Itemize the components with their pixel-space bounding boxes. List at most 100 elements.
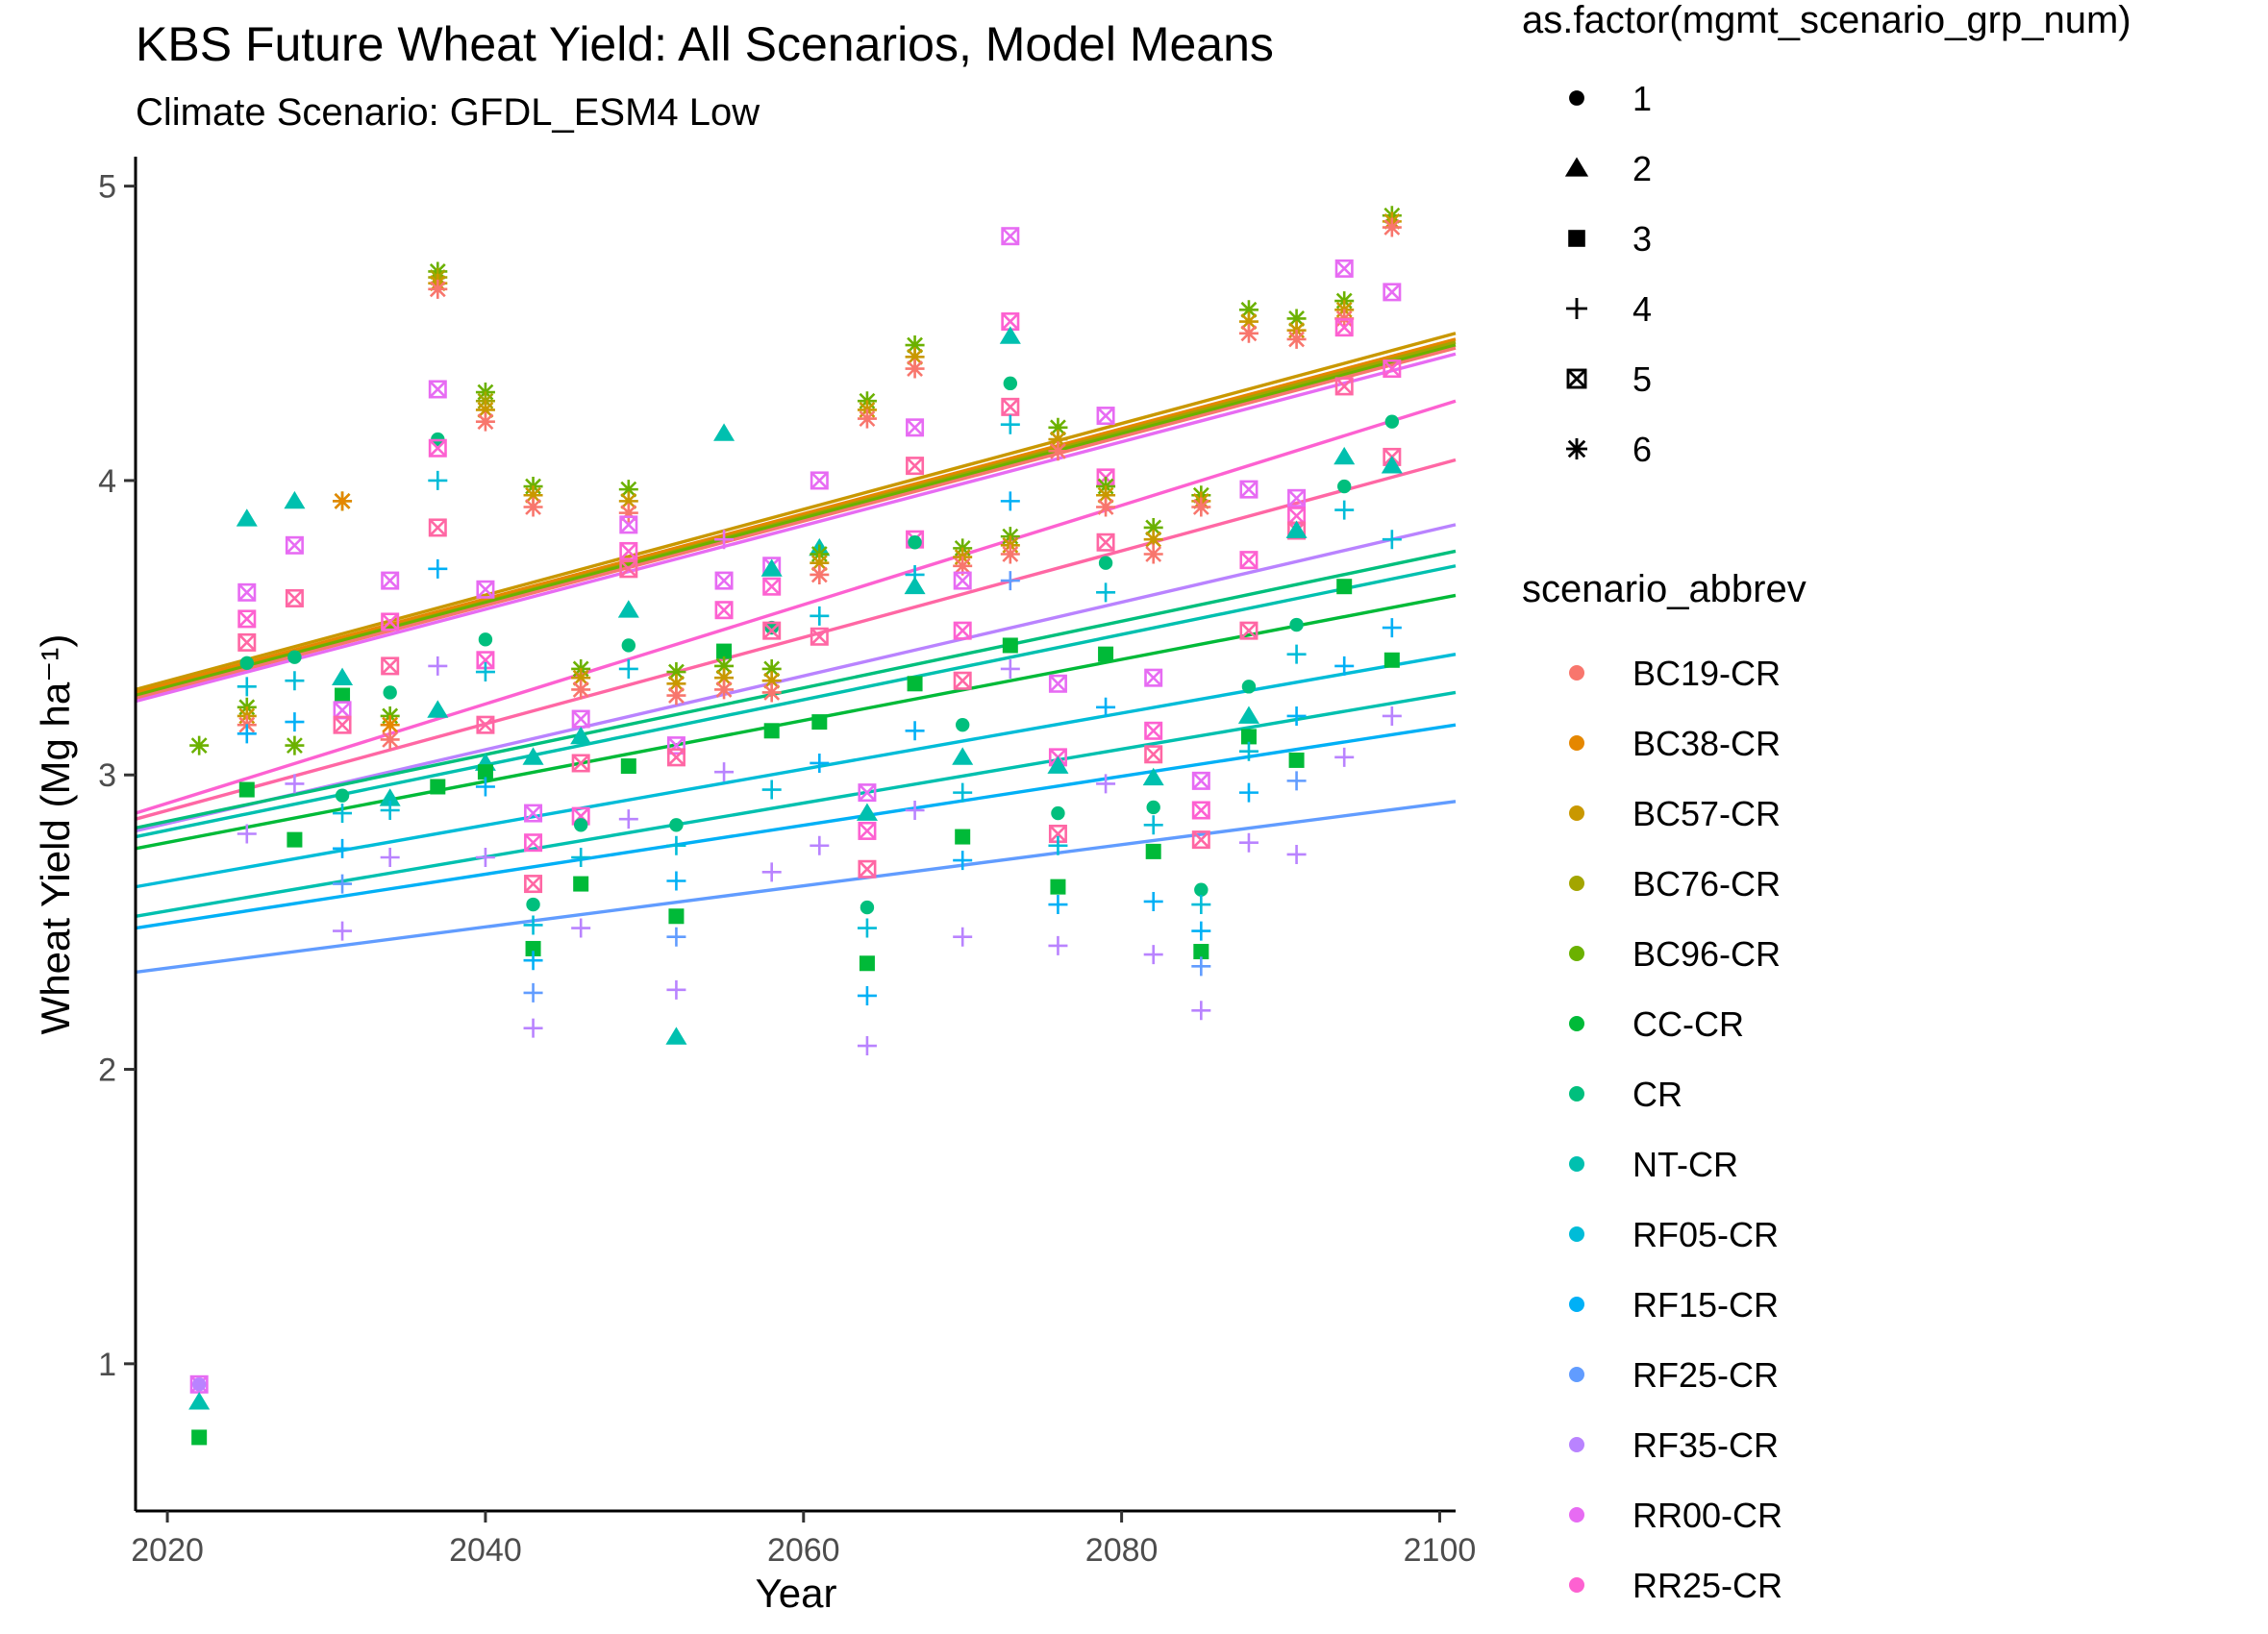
data-point xyxy=(762,621,782,640)
data-point xyxy=(236,508,258,527)
data-point xyxy=(285,588,304,607)
data-point xyxy=(905,359,925,379)
color-legend-key xyxy=(1569,1086,1584,1102)
data-point xyxy=(381,656,400,676)
data-point xyxy=(811,714,828,730)
data-point xyxy=(1143,815,1163,835)
data-point xyxy=(1337,479,1352,494)
data-point xyxy=(1098,556,1113,570)
data-point xyxy=(1241,680,1257,694)
data-point xyxy=(1096,497,1116,517)
data-point xyxy=(1382,706,1402,726)
data-point xyxy=(1096,407,1115,426)
data-point xyxy=(1096,485,1116,506)
shape-legend-key xyxy=(1566,368,1587,389)
data-point xyxy=(953,621,972,640)
color-legend-key xyxy=(1569,1507,1584,1523)
shape-legend-label: 6 xyxy=(1632,430,1652,469)
data-point xyxy=(475,400,495,420)
chart-title: KBS Future Wheat Yield: All Scenarios, M… xyxy=(136,17,1274,71)
data-point xyxy=(285,774,305,794)
data-point xyxy=(1000,491,1020,511)
trend-line xyxy=(135,549,1457,830)
data-point xyxy=(1050,879,1066,895)
data-point xyxy=(713,423,735,441)
trend-line xyxy=(135,343,1457,698)
color-legend-key xyxy=(1569,1016,1584,1031)
data-point xyxy=(237,724,257,744)
data-point xyxy=(1193,944,1209,960)
data-point xyxy=(1384,414,1400,429)
color-legend-key xyxy=(1569,665,1584,681)
shape-legend: 1 2 3 4 5 6 xyxy=(1564,79,1652,469)
data-point xyxy=(380,715,400,735)
data-point xyxy=(857,1036,877,1056)
data-point xyxy=(1191,801,1210,820)
data-point xyxy=(571,848,591,868)
data-point xyxy=(714,668,735,688)
data-point xyxy=(475,662,495,682)
data-point xyxy=(333,874,353,894)
data-point xyxy=(1238,300,1259,320)
color-legend-key xyxy=(1569,1437,1584,1452)
data-point xyxy=(1048,895,1068,915)
data-points xyxy=(188,206,1403,1446)
data-point xyxy=(428,518,447,537)
color-legend-label: RF25-CR xyxy=(1632,1355,1779,1395)
x-tick-label: 2060 xyxy=(767,1532,840,1569)
data-point xyxy=(476,580,495,599)
data-point xyxy=(476,715,495,734)
shape-legend-label: 1 xyxy=(1632,79,1652,118)
y-tick-label: 1 xyxy=(98,1347,116,1383)
data-point xyxy=(523,497,543,517)
data-point xyxy=(1191,956,1211,977)
data-point xyxy=(285,671,305,691)
data-point xyxy=(714,601,734,620)
data-point xyxy=(475,777,495,797)
data-point xyxy=(1239,621,1259,640)
data-point xyxy=(810,606,830,626)
data-point xyxy=(716,643,733,659)
trend-line xyxy=(135,800,1457,975)
data-point xyxy=(618,503,638,523)
color-legend-key xyxy=(1569,1156,1584,1172)
color-legend-label: CR xyxy=(1632,1075,1682,1114)
data-point xyxy=(619,515,638,534)
data-point xyxy=(237,824,257,844)
data-point xyxy=(619,541,638,560)
data-point xyxy=(335,788,350,803)
data-point xyxy=(1142,767,1164,786)
data-point xyxy=(858,859,877,879)
color-legend-label: RF35-CR xyxy=(1632,1425,1779,1465)
data-point xyxy=(1238,741,1259,761)
data-point xyxy=(1144,745,1163,764)
color-legend-key xyxy=(1569,946,1584,961)
data-point xyxy=(287,831,303,848)
data-point xyxy=(762,577,782,596)
data-point xyxy=(285,735,305,755)
color-legend-label: BC96-CR xyxy=(1632,934,1781,974)
data-point xyxy=(571,918,591,938)
data-point xyxy=(952,747,974,765)
data-point xyxy=(906,457,925,476)
data-point xyxy=(858,821,877,840)
data-point xyxy=(618,658,638,679)
data-point xyxy=(1382,618,1402,638)
data-point xyxy=(1239,551,1259,570)
color-legend-label: NT-CR xyxy=(1632,1145,1738,1184)
x-tick-label: 2100 xyxy=(1404,1532,1477,1569)
data-point xyxy=(1191,830,1210,850)
shape-legend-label: 5 xyxy=(1632,359,1652,399)
data-point xyxy=(1096,774,1116,794)
data-point xyxy=(525,940,541,956)
y-axis-ticks: 1 2 3 4 5 xyxy=(98,169,136,1383)
data-point xyxy=(1191,895,1211,915)
data-point xyxy=(428,438,447,458)
data-point xyxy=(526,897,540,912)
data-point xyxy=(1048,441,1068,461)
data-point xyxy=(810,835,830,855)
data-point xyxy=(860,900,875,915)
data-point xyxy=(571,668,591,688)
